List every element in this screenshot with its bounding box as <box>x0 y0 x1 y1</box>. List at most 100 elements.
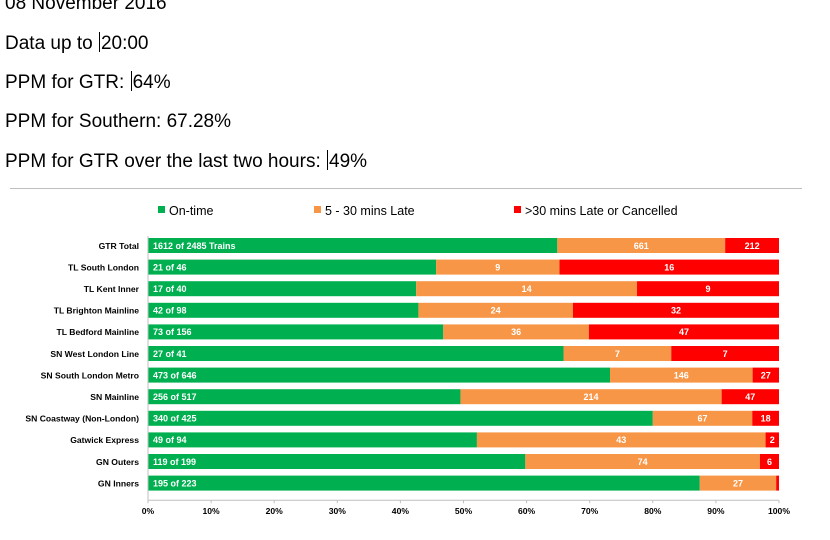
data-label: 119 of 199 <box>153 457 196 467</box>
bar-segment <box>148 367 611 383</box>
data-label: 47 <box>679 327 689 337</box>
data-label: 49 of 94 <box>153 435 187 445</box>
bar-segment <box>460 389 722 405</box>
data-label: 212 <box>745 241 760 251</box>
bar-segment <box>721 389 779 405</box>
category-label: TL Kent Inner <box>84 284 140 294</box>
x-tick-label: 0% <box>142 506 155 516</box>
data-label: 9 <box>495 262 500 272</box>
bar-segment <box>652 410 753 426</box>
data-label: 7 <box>723 349 728 359</box>
data-up-to-line: Data up to 20:00 <box>5 32 149 55</box>
data-label: 74 <box>638 457 648 467</box>
bar-segment <box>572 302 779 318</box>
ppm-two-hours-label: PPM for GTR over the last two hours: <box>5 151 326 172</box>
category-label: Gatwick Express <box>70 435 139 445</box>
bar-segment <box>699 475 777 491</box>
bar-segment <box>148 432 477 448</box>
data-label: 24 <box>491 306 501 316</box>
data-label: 146 <box>674 370 689 380</box>
data-up-to-value[interactable]: 20:00 <box>100 33 149 54</box>
text-cursor <box>98 32 100 52</box>
legend-label: On-time <box>169 204 214 218</box>
bar-segment <box>148 389 461 405</box>
bar-segment <box>759 454 779 469</box>
ppm-gtr-line: PPM for GTR: 64% <box>5 71 171 94</box>
ppm-gtr-value[interactable]: 64% <box>132 72 171 93</box>
data-label: 7 <box>615 349 620 359</box>
report-date: 08 November 2016 <box>5 0 167 14</box>
legend-swatch <box>314 206 321 213</box>
legend-label: >30 mins Late or Cancelled <box>525 204 678 218</box>
bar-segment <box>476 432 766 448</box>
data-label: 16 <box>664 262 674 272</box>
category-label: SN West London Line <box>50 349 139 359</box>
data-label: 27 <box>733 478 743 488</box>
bar-segment <box>637 281 779 297</box>
data-label: 43 <box>616 435 626 445</box>
bar-segment <box>525 454 760 469</box>
data-label: 14 <box>522 284 532 294</box>
category-label: GTR Total <box>99 241 139 251</box>
bar-segment <box>563 346 672 361</box>
x-tick-label: 80% <box>644 506 662 516</box>
data-label: 256 of 517 <box>153 392 197 402</box>
category-label: SN Mainline <box>90 392 139 402</box>
data-label: 340 of 425 <box>153 414 197 424</box>
x-tick-label: 40% <box>392 506 410 516</box>
data-label: 67 <box>698 414 708 424</box>
bar-segment <box>559 259 779 275</box>
data-label: 17 of 40 <box>153 284 187 294</box>
text-cursor <box>327 150 328 170</box>
bar-segment <box>148 238 558 253</box>
data-label: 21 of 46 <box>153 262 187 272</box>
bar-segment <box>148 324 444 340</box>
bar-segment <box>725 238 779 253</box>
data-label: 42 of 98 <box>153 306 187 316</box>
data-label: 195 of 223 <box>153 478 197 488</box>
bar-segment <box>416 281 638 297</box>
text-cursor <box>130 71 132 91</box>
x-tick-label: 60% <box>518 506 536 516</box>
data-label: 2 <box>770 435 775 445</box>
ppm-gtr-label: PPM for GTR: <box>5 72 130 93</box>
ppm-two-hours-line: PPM for GTR over the last two hours: 49% <box>5 150 367 173</box>
data-label: 6 <box>767 457 772 467</box>
category-label: SN Coastway (Non-London) <box>25 414 139 424</box>
category-label: GN Inners <box>98 478 139 488</box>
ppm-southern-line: PPM for Southern: 67.28% <box>5 111 232 132</box>
bar-segment <box>148 346 564 361</box>
data-label: 18 <box>761 414 771 424</box>
bar-segment <box>671 346 779 361</box>
legend-label: 5 - 30 mins Late <box>325 204 415 218</box>
x-tick-label: 50% <box>455 506 473 516</box>
bar-segment <box>776 475 779 491</box>
data-label: 27 <box>761 370 771 380</box>
category-label: TL South London <box>68 262 139 272</box>
data-label: 661 <box>634 241 649 251</box>
data-up-to-label: Data up to <box>5 33 98 54</box>
bar-segment <box>148 259 437 275</box>
legend-swatch <box>514 206 521 213</box>
bar-segment <box>148 454 526 469</box>
bar-segment <box>443 324 589 340</box>
data-label: 214 <box>584 392 599 402</box>
divider-line <box>10 188 802 189</box>
bar-segment <box>148 410 653 426</box>
ppm-two-hours-value[interactable]: 49% <box>329 151 368 172</box>
x-tick-label: 90% <box>707 506 725 516</box>
data-label: 473 of 646 <box>153 370 197 380</box>
data-label: 27 of 41 <box>153 349 187 359</box>
data-label: 36 <box>511 327 521 337</box>
bar-segment <box>557 238 726 253</box>
bar-segment <box>610 367 753 383</box>
category-label: SN South London Metro <box>41 370 139 380</box>
data-label: 73 of 156 <box>153 327 192 337</box>
bar-segment <box>418 302 573 318</box>
x-tick-label: 70% <box>581 506 599 516</box>
bar-segment <box>765 432 779 448</box>
data-label: 9 <box>706 284 711 294</box>
bar-segment <box>436 259 560 275</box>
bar-segment <box>148 302 419 318</box>
